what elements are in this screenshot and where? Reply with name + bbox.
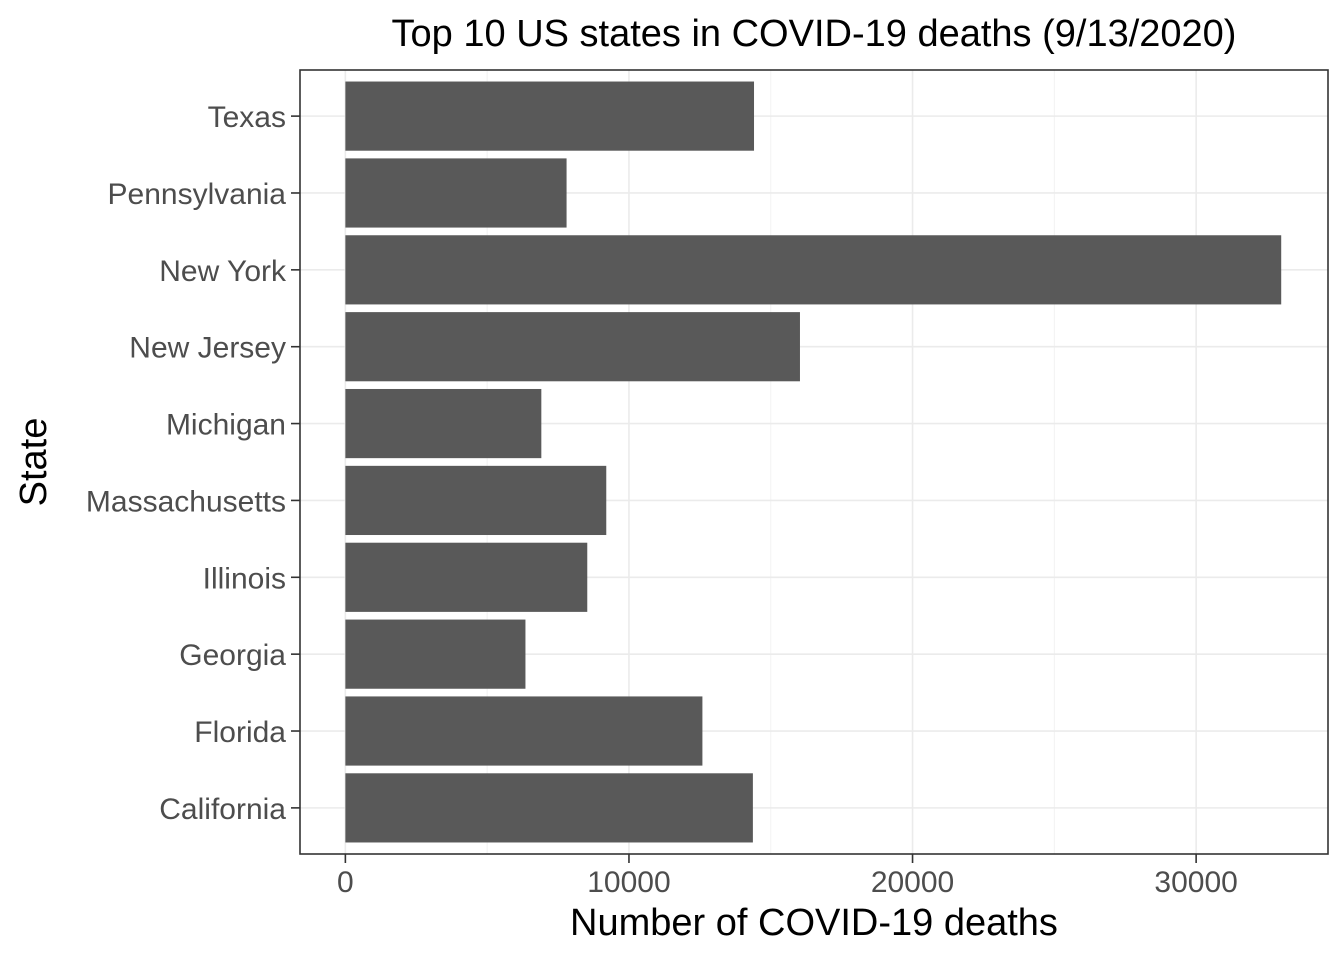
bar-pennsylvania <box>345 158 567 228</box>
bar-texas <box>345 81 755 151</box>
x-tick-label: 20000 <box>871 866 954 899</box>
x-tick-label: 0 <box>337 866 354 899</box>
y-tick-label: California <box>159 793 286 826</box>
y-tick-label: Georgia <box>179 639 286 672</box>
bar-new-york <box>345 235 1282 305</box>
y-axis: California Florida Georgia Illinois Massachu… <box>86 101 300 826</box>
y-tick-label: Pennsylvania <box>108 178 287 211</box>
y-tick-label: Florida <box>194 716 286 749</box>
plot-panel-border <box>299 69 1329 855</box>
bar-georgia <box>345 619 526 689</box>
bar-michigan <box>345 388 542 459</box>
y-tick-label: New Jersey <box>129 332 286 365</box>
x-axis-title: Number of COVID-19 deaths <box>570 902 1058 944</box>
x-tick-label: 10000 <box>587 866 670 899</box>
y-tick-label: Illinois <box>203 562 286 595</box>
y-tick-label: New York <box>159 255 287 288</box>
bar-massachusetts <box>345 465 607 536</box>
bar-new-jersey <box>345 312 800 382</box>
x-axis: 0 10000 20000 30000 <box>337 854 1238 899</box>
bar-illinois <box>345 542 588 612</box>
bar-california <box>345 773 753 843</box>
y-tick-label: Michigan <box>166 409 286 442</box>
y-axis-title: State <box>13 418 55 507</box>
bar-florida <box>345 696 703 766</box>
x-tick-label: 30000 <box>1154 866 1237 899</box>
y-tick-label: Massachusetts <box>86 485 286 518</box>
bars <box>345 81 1282 843</box>
y-tick-label: Texas <box>208 101 286 134</box>
chart-title: Top 10 US states in COVID-19 deaths (9/1… <box>392 13 1237 55</box>
